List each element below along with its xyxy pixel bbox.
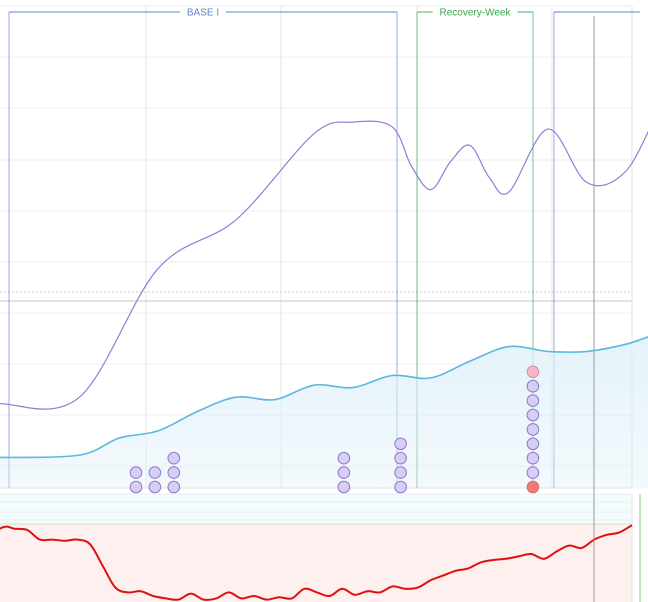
event-dot <box>526 466 540 479</box>
event-dot <box>129 480 143 494</box>
event-dot <box>337 451 351 465</box>
event-dot <box>526 480 540 494</box>
phase-label: Recovery-Week <box>440 8 512 19</box>
event-dot <box>526 451 540 465</box>
event-dot <box>337 480 351 494</box>
series-line-lower <box>0 336 648 459</box>
event-dot <box>337 466 351 479</box>
series-line-upper <box>0 120 648 410</box>
event-dot <box>148 466 162 479</box>
event-dot <box>526 437 540 451</box>
event-dot <box>394 437 407 451</box>
event-dot <box>148 480 162 494</box>
event-dot <box>526 379 540 393</box>
event-dot <box>526 408 540 422</box>
series-line-bottom <box>0 524 633 601</box>
event-dot <box>129 466 143 479</box>
series-area-lower <box>0 336 648 488</box>
series-layer <box>0 120 648 488</box>
event-dot <box>167 451 181 465</box>
bottom-panel <box>0 493 641 602</box>
event-dot <box>526 394 540 407</box>
event-dot <box>526 365 540 379</box>
phase-label: BASE I <box>187 8 219 19</box>
events-layer <box>129 365 540 494</box>
event-dot <box>394 466 407 479</box>
event-dot <box>167 480 181 494</box>
event-dot <box>167 466 181 479</box>
bottom-panel-lower-band <box>0 524 632 602</box>
event-dot <box>394 480 407 494</box>
bottom-panel-top-band <box>0 494 632 524</box>
event-dot <box>394 451 407 465</box>
event-dot <box>526 423 540 436</box>
